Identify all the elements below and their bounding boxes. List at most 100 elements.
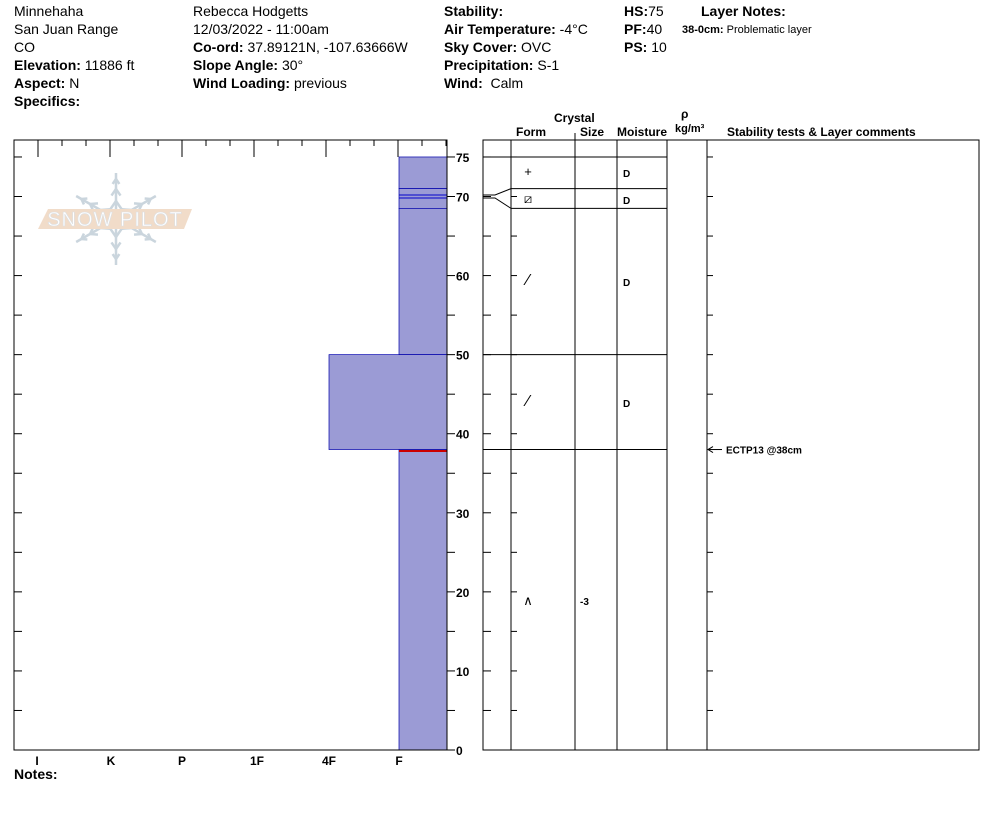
stability-label: Stability:: [444, 3, 504, 19]
elevation-value: 11886 ft: [84, 57, 135, 73]
state: CO: [14, 39, 35, 55]
notes-label: Notes:: [14, 766, 58, 782]
col-density: kg/m³: [675, 123, 705, 135]
crystal-form-symbol: ∧: [523, 593, 533, 608]
hardness-bar: [398, 208, 448, 355]
snowflake-branch: [111, 178, 118, 185]
crystal-form-symbol: ⧄: [524, 191, 532, 206]
depth-label: 75: [456, 151, 470, 165]
pf-value: 40: [646, 21, 663, 37]
ps-label: PS:: [624, 39, 648, 55]
layer-table-frame: [482, 139, 980, 751]
snowflake-branch: [110, 188, 118, 197]
hardness-label-P: P: [178, 754, 186, 768]
depth-label: 30: [456, 507, 470, 521]
col-form: Form: [516, 125, 546, 139]
snowflake-branch: [133, 202, 143, 206]
layer-note: 38-0cm: Problematic layer: [682, 24, 812, 36]
slope: Slope Angle: 30°: [193, 57, 303, 73]
air-temp: Air Temperature: -4°C: [444, 21, 588, 37]
elevation-label: Elevation:: [14, 57, 81, 73]
col-moisture: Moisture: [617, 125, 668, 139]
ps: PS: 10: [624, 39, 667, 55]
crystal-form-symbol: +: [524, 164, 532, 179]
pf: PF:40: [624, 21, 662, 37]
depth-label: 20: [456, 586, 470, 600]
hs: HS:75: [624, 3, 664, 19]
snowflake-branch: [114, 200, 123, 210]
ps-value: 10: [651, 39, 667, 55]
hardness-bar: [398, 449, 448, 751]
range: San Juan Range: [14, 21, 119, 37]
moisture-value: D: [623, 399, 630, 410]
crystal-form-symbol: ⁄: [523, 393, 532, 410]
hardness-label-K: K: [107, 754, 116, 768]
moisture-value: D: [623, 278, 630, 289]
snowpilot-logo: SNOW PILOT: [38, 173, 192, 265]
moisture-value: D: [623, 196, 630, 207]
air-temp-label: Air Temperature:: [444, 21, 556, 37]
air-temp-value: -4°C: [559, 21, 588, 37]
layer-note-text: Problematic layer: [726, 24, 812, 36]
slope-value: 30°: [281, 57, 304, 73]
crystal-form-symbol: ⁄: [523, 272, 532, 289]
slope-label: Slope Angle:: [193, 57, 279, 73]
snowflake-branch: [80, 198, 86, 205]
wind-loading: Wind Loading: previous: [193, 75, 347, 91]
coord-value: 37.89121N, -107.63666W: [247, 39, 408, 55]
depth-label: 50: [456, 349, 470, 363]
wind-loading-label: Wind Loading:: [193, 75, 291, 91]
hs-label: HS:: [624, 3, 649, 19]
elevation: Elevation: 11886 ft: [14, 57, 134, 73]
depth-label: 10: [456, 665, 470, 679]
hardness-label-1F: 1F: [250, 754, 264, 768]
hardness-label-F: F: [395, 754, 402, 768]
specifics-label: Specifics:: [14, 93, 81, 109]
snowflake-branch: [114, 253, 121, 260]
observer: Rebecca Hodgetts: [193, 3, 309, 19]
stability-test-label: ECTP13 @38cm: [726, 446, 802, 457]
location: Minnehaha: [14, 3, 84, 19]
hardness-label-4F: 4F: [322, 754, 336, 768]
sky-value: OVC: [521, 39, 552, 55]
logo-text: SNOW PILOT: [47, 209, 183, 231]
snowflake-branch: [114, 241, 122, 250]
sky-cover: Sky Cover: OVC: [444, 39, 551, 55]
layer-notes-label: Layer Notes:: [701, 3, 786, 19]
precip-value: S-1: [537, 57, 560, 73]
snowflake-branch: [109, 200, 118, 210]
sky-label: Sky Cover:: [444, 39, 518, 55]
depth-label: 0: [456, 744, 463, 758]
wind-value: Calm: [490, 75, 524, 91]
coord: Co-ord: 37.89121N, -107.63666W: [193, 39, 408, 55]
datetime: 12/03/2022 - 11:00am: [193, 21, 329, 37]
coord-label: Co-ord:: [193, 39, 244, 55]
aspect-label: Aspect:: [14, 75, 66, 91]
snowflake-branch: [89, 232, 99, 236]
hardness-bar: [328, 354, 448, 450]
pf-label: PF:: [624, 21, 647, 37]
depth-label: 60: [456, 270, 470, 284]
wind: Wind: Calm: [444, 75, 523, 91]
wind-loading-value: previous: [293, 75, 347, 91]
snowflake-branch: [109, 228, 118, 238]
col-comments: Stability tests & Layer comments: [727, 125, 916, 139]
hardness-bar: [398, 156, 448, 189]
snowflake-branch: [146, 233, 152, 240]
col-rho: ρ: [681, 107, 689, 121]
hardness-label-I: I: [35, 754, 38, 768]
precip-label: Precipitation:: [444, 57, 534, 73]
snowflake-branch: [114, 228, 123, 238]
depth-connector: [483, 197, 512, 209]
crystal-size: -3: [580, 597, 589, 608]
moisture-value: D: [623, 169, 630, 180]
depth-label: 40: [456, 428, 470, 442]
layer-note-range: 38-0cm:: [682, 24, 724, 36]
logo-band: [38, 209, 192, 229]
col-crystal: Crystal: [554, 111, 595, 125]
aspect-value: N: [69, 75, 80, 91]
col-size: Size: [580, 125, 605, 139]
arrow-head-icon: [707, 446, 714, 453]
depth-label: 70: [456, 191, 470, 205]
